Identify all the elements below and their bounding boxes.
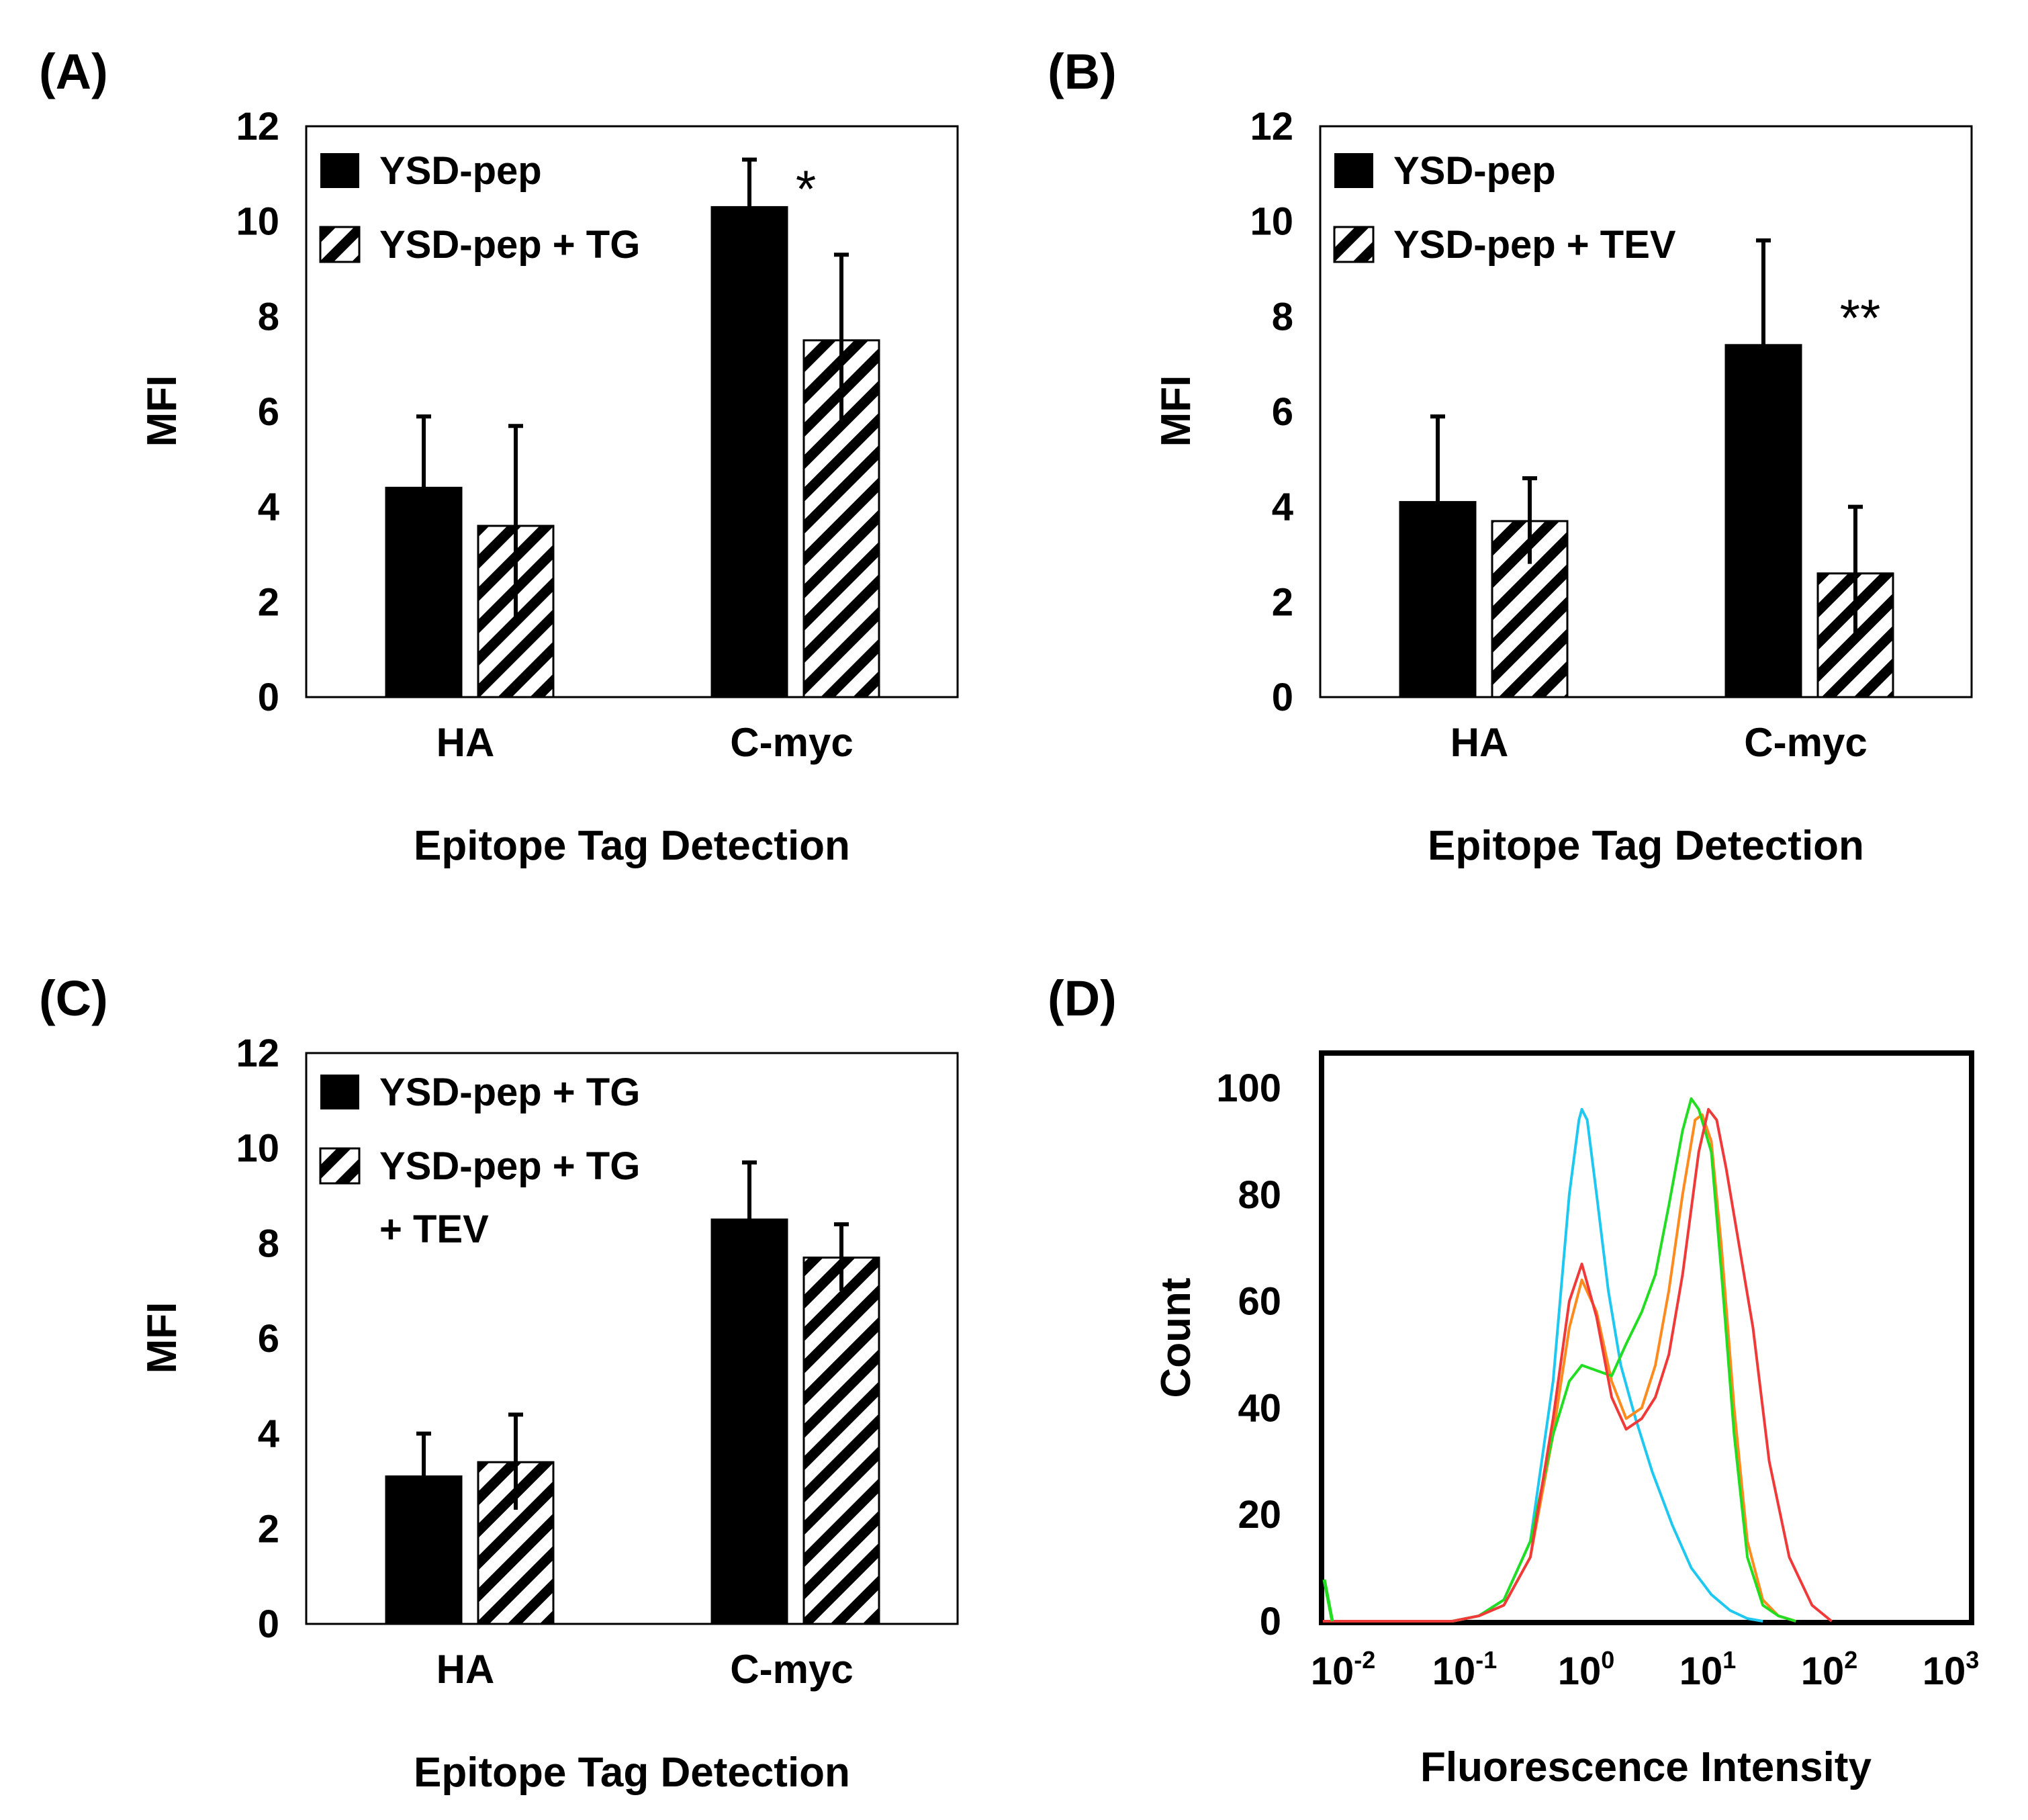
y-tick-label: 6 [258,1317,279,1361]
x-axis-title: Fluorescence Intensity [1420,1744,1872,1790]
y-tick-label: 6 [1272,390,1293,434]
y-tick-label: 2 [258,580,279,624]
x-tick-label: 103 [1923,1646,1980,1693]
y-tick-label: 2 [1272,580,1293,624]
histogram-lines [1322,1097,1833,1623]
category-label-ha: HA [436,1647,495,1692]
category-label-ha: HA [1450,720,1509,765]
plot-frame [1319,125,1973,698]
y-tick-label: 10 [1250,200,1293,244]
x-tick-label: 100 [1558,1646,1615,1693]
panel-letter-b: (B) [1048,44,1117,99]
legend-label-series-1: YSD-pep [1393,149,1556,193]
category-label-c-myc: C-myc [730,720,853,765]
histogram-line-red [1323,1107,1833,1623]
y-tick-label: 40 [1238,1386,1281,1430]
legend-label-series-1: YSD-pep [379,149,542,193]
bar-hatched-c-myc [802,1257,880,1625]
legend-label-series-2-line1: YSD-pep + TG [379,1144,640,1188]
y-tick-label: 4 [258,486,279,529]
bars [1399,238,1894,698]
y-tick-label: 8 [258,295,279,338]
y-tick-label: 60 [1238,1280,1281,1324]
y-tick-label: 12 [1250,105,1293,148]
x-axis-ticks: 10-2 10-1 100 101 102 103 [1311,1646,1980,1693]
y-tick-label: 2 [258,1507,279,1551]
y-tick-label: 4 [1272,486,1293,529]
y-axis-title: MFI [1153,375,1199,447]
histogram-line-green [1323,1097,1796,1623]
bars [385,1160,880,1625]
legend: YSD-pep YSD-pep + TEV [1333,149,1676,267]
y-axis-title: Count [1153,1277,1199,1398]
legend-swatch-solid [1334,153,1373,188]
x-tick-label: 10-1 [1432,1646,1497,1693]
bars [385,157,880,698]
y-tick-label: 10 [236,1127,279,1171]
y-tick-label: 12 [236,105,279,148]
legend-label-series-2: YSD-pep + TG + TEV [379,1144,651,1251]
category-label-c-myc: C-myc [1744,720,1867,765]
legend-swatch-solid [320,153,359,188]
bar-chart-c: 0 2 4 6 8 10 12 MFI HA C-myc Epitope Tag Detec… [139,1032,959,1796]
histogram-edge-artifact [1322,1579,1334,1622]
bar-chart-a: 0 2 4 6 8 10 12 MFI HA C-myc Epitope Tag Detec… [139,105,959,869]
legend-swatch-hatched [319,226,361,263]
legend: YSD-pep YSD-pep + TG [319,149,640,267]
y-tick-label: 8 [1272,295,1293,338]
legend-label-series-2: YSD-pep + TEV [1393,223,1676,267]
legend-swatch-hatched [319,1147,361,1185]
x-tick-label: 101 [1679,1646,1737,1693]
y-axis-ticks: 0 2 4 6 8 10 12 [236,1032,279,1646]
y-tick-label: 0 [258,1602,279,1646]
x-axis-title: Epitope Tag Detection [414,1749,850,1796]
category-label-ha: HA [436,720,495,765]
plot-frame [305,125,959,698]
histogram-line-cyan [1323,1107,1763,1623]
y-tick-label: 8 [258,1222,279,1265]
bar-solid-c-myc [710,1218,788,1625]
y-axis-ticks: 0 20 40 60 80 100 [1216,1066,1281,1643]
panel-letter-a: (A) [39,44,108,99]
y-tick-label: 4 [258,1412,279,1456]
legend-swatch-solid [320,1075,359,1109]
y-tick-label: 10 [236,200,279,244]
y-axis-title: MFI [139,375,185,447]
plot-frame [305,1052,959,1625]
plot-frame [1319,1050,1974,1625]
x-tick-label: 102 [1801,1646,1858,1693]
significance-marker: ** [1840,288,1881,347]
y-tick-label: 6 [258,390,279,434]
significance-marker: * [796,159,816,218]
y-axis-ticks: 0 2 4 6 8 10 12 [236,105,279,719]
y-tick-label: 100 [1216,1066,1281,1110]
panel-letter-c: (C) [39,970,108,1026]
y-tick-label: 12 [236,1032,279,1075]
bar-chart-b: 0 2 4 6 8 10 12 MFI HA C-myc Epitope Tag Detec… [1153,105,1973,869]
legend-label-series-1: YSD-pep + TG [379,1071,640,1114]
legend-swatch-hatched [1333,226,1375,263]
bar-solid-c-myc [710,206,788,698]
y-tick-label: 0 [1260,1600,1281,1643]
x-axis-title: Epitope Tag Detection [414,823,850,869]
y-tick-label: 0 [1272,676,1293,719]
y-tick-label: 80 [1238,1173,1281,1217]
category-label-c-myc: C-myc [730,1647,853,1692]
legend: YSD-pep + TG YSD-pep + TG + TEV [319,1071,651,1251]
legend-label-series-2: YSD-pep + TG [379,223,640,267]
y-tick-label: 0 [258,676,279,719]
x-tick-label: 10-2 [1311,1646,1376,1693]
panel-letter-d: (D) [1048,970,1117,1026]
y-axis-title: MFI [139,1302,185,1374]
y-tick-label: 20 [1238,1493,1281,1537]
legend-label-series-2-line2: + TEV [379,1208,489,1251]
x-axis-title: Epitope Tag Detection [1428,823,1864,869]
y-axis-ticks: 0 2 4 6 8 10 12 [1250,105,1293,719]
